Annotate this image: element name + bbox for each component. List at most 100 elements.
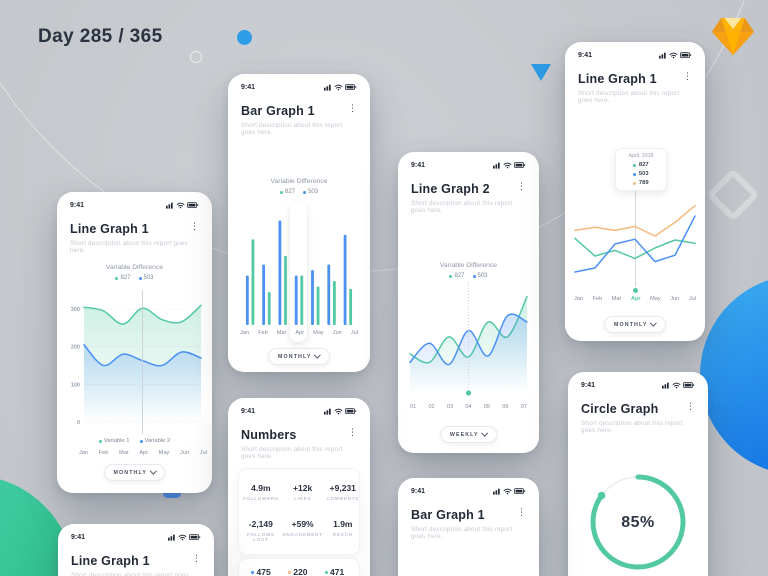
legend-dot-green (324, 570, 328, 574)
chevron-down-icon (481, 429, 489, 437)
donut-chart[interactable] (588, 472, 688, 572)
wifi-icon (176, 202, 185, 209)
x-axis-label: May (650, 296, 661, 302)
x-axis-label: Jan (574, 296, 584, 302)
chevron-down-icon (314, 351, 321, 359)
x-axis-label: Mar (276, 330, 287, 336)
chart-legend: 827 503 (398, 273, 539, 279)
x-axis-label: Mar (611, 296, 622, 302)
line-chart[interactable]: 0 100 200 300 (64, 288, 205, 434)
period-label: MONTHLY (278, 353, 312, 360)
status-time: 9:41 (70, 201, 85, 209)
period-selector-button[interactable]: WEEKLY (439, 426, 498, 443)
x-axis-labels: Jan Feb Mar Apr May Jun Jul (240, 330, 358, 336)
legend-dot-green (279, 190, 283, 194)
x-axis-label: 02 (428, 404, 435, 410)
signal-icon (324, 408, 331, 415)
x-axis-label: 06 (502, 404, 509, 410)
battery-icon (514, 488, 526, 495)
kebab-menu-icon[interactable] (190, 222, 199, 231)
period-selector-button[interactable]: MONTHLY (103, 464, 166, 481)
svg-text:200: 200 (71, 345, 80, 351)
signal-icon (493, 162, 500, 169)
page-title: Line Graph 2 (411, 182, 490, 196)
x-axis-labels: Jan Feb Mar Apr May Jun Jul (79, 450, 207, 456)
tooltip-date: April, 2018 (628, 153, 654, 159)
page-title: Line Graph 1 (70, 222, 149, 236)
x-axis-label: Jul (688, 296, 696, 302)
kebab-menu-icon[interactable] (517, 182, 526, 191)
wifi-icon (334, 84, 343, 91)
battery-icon (345, 408, 357, 415)
day-counter: Day 285 / 365 (38, 26, 163, 47)
decor-tiny-ring (190, 51, 202, 63)
kebab-menu-icon[interactable] (348, 104, 357, 113)
period-selector-button[interactable]: MONTHLY (268, 348, 330, 365)
legend-value: 503 (143, 275, 154, 281)
status-icons (659, 51, 692, 59)
stat-followers: 4.9m FOLLOWERS (243, 483, 279, 501)
x-axis-label: Jan (79, 450, 89, 456)
phone-numbers: 9:41 Numbers Short description about thi… (228, 398, 370, 576)
battery-icon (683, 382, 695, 389)
chevron-down-icon (150, 467, 157, 475)
page-title: Line Graph 1 (71, 554, 150, 568)
kebab-menu-icon[interactable] (517, 508, 526, 517)
x-axis-label: Jun (180, 450, 190, 456)
chart-title: Variable Difference (439, 262, 498, 269)
status-time: 9:41 (241, 407, 256, 415)
legend-value: 827 (284, 189, 295, 195)
stat-follows-lost: -2,149 FOLLOWS LOST (246, 519, 275, 542)
x-axis-label: May (313, 330, 324, 336)
donut-percent-label: 85% (621, 514, 655, 531)
chart-cursor-dot (632, 288, 638, 293)
decor-blue-pill (163, 489, 181, 498)
x-axis-label: 05 (483, 404, 491, 410)
phone-circle-graph: 9:41 Circle Graph Short description abou… (568, 372, 708, 576)
kebab-menu-icon[interactable] (683, 72, 692, 81)
legend-dot-blue (633, 172, 637, 176)
period-label: WEEKLY (449, 431, 479, 438)
legend-value: 503 (308, 189, 319, 195)
wifi-icon (503, 162, 512, 169)
page-description: Short description about this report goes… (411, 526, 513, 540)
kebab-menu-icon[interactable] (348, 428, 357, 437)
period-label: MONTHLY (614, 321, 648, 328)
phone-line-graph-1-bottom: 9:41 Line Graph 1 Short description abou… (58, 524, 214, 576)
legend-dot-blue (251, 570, 254, 574)
page-description: Short description about this report goes… (70, 240, 188, 254)
svg-text:0: 0 (77, 420, 80, 426)
status-icons (662, 381, 695, 389)
kebab-menu-icon[interactable] (192, 554, 201, 563)
signal-icon (166, 202, 173, 209)
page-title: Bar Graph 1 (241, 104, 315, 118)
legend-dot-blue (472, 274, 476, 278)
kebab-menu-icon[interactable] (686, 402, 695, 411)
x-axis-label: Apr (139, 450, 149, 456)
chart-title: Variable Difference (105, 264, 164, 271)
battery-icon (514, 162, 526, 169)
status-icons (493, 161, 526, 169)
phone-line-graph-1-multi: 9:41 Line Graph 1 Short description abou… (565, 42, 705, 341)
wifi-icon (178, 534, 187, 541)
x-axis-labels: Jan Feb Mar Apr May Jun Jul (574, 296, 696, 302)
status-bar: 9:41 (58, 524, 214, 541)
stat-comments: +9,231 COMMENTS (326, 483, 359, 501)
line-chart[interactable] (571, 194, 699, 286)
x-axis-label: Jul (350, 330, 358, 336)
line-chart[interactable] (406, 280, 531, 398)
status-time: 9:41 (411, 161, 426, 169)
x-axis-label: May (158, 450, 170, 456)
period-selector-button[interactable]: MONTHLY (604, 316, 666, 333)
tooltip-value: 827 (638, 162, 649, 168)
decor-blue-dot (237, 30, 252, 45)
legend-dot-green (98, 439, 102, 443)
variables-card: 475 variable 1 220 variable 2 471 variab… (238, 558, 360, 576)
x-axis-labels: 01 02 03 04 05 06 07 (410, 404, 527, 410)
legend-dot-blue (138, 276, 142, 280)
chart-title: Variable Difference (270, 178, 328, 185)
status-icons (168, 533, 201, 541)
chart-tooltip: April, 2018 827 503 789 (615, 148, 667, 191)
signal-icon (493, 488, 500, 495)
bar-chart[interactable] (238, 206, 360, 326)
